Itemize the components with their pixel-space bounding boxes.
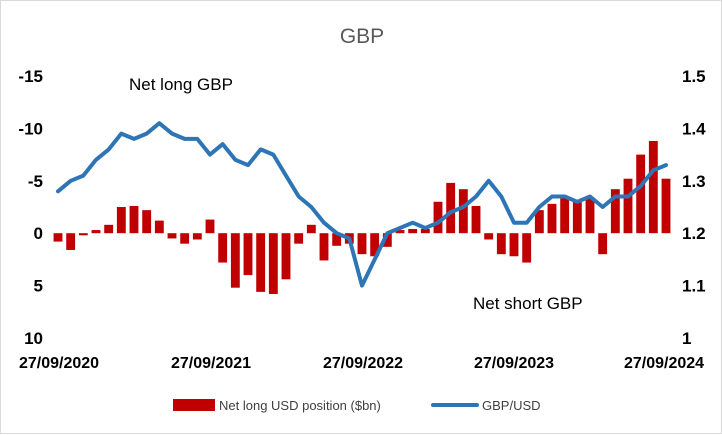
annotation-net-long: Net long GBP <box>129 75 233 94</box>
bar <box>458 189 468 234</box>
left-tick-label: -5 <box>28 172 43 191</box>
bar <box>104 224 114 234</box>
bar <box>408 229 418 234</box>
right-tick-label: 1.1 <box>682 277 706 296</box>
bar <box>395 230 405 234</box>
bar <box>509 233 519 257</box>
bar <box>281 233 291 280</box>
legend: Net long USD position ($bn) GBP/USD <box>173 398 541 413</box>
bar <box>116 207 126 234</box>
chart-title: GBP <box>340 25 384 48</box>
left-tick-label: -10 <box>18 119 43 138</box>
right-tick-label: 1.5 <box>682 67 706 86</box>
bar <box>433 201 443 234</box>
bar <box>572 201 582 234</box>
x-axis: 27/09/2020 27/09/2021 27/09/2022 27/09/2023… <box>19 355 704 372</box>
bar <box>522 233 532 263</box>
legend-swatch-bar <box>173 399 215 411</box>
bar <box>648 140 658 234</box>
x-tick-label: 27/09/2020 <box>19 355 99 372</box>
bar-series <box>53 140 671 294</box>
bar <box>534 210 544 234</box>
bar <box>53 233 63 242</box>
left-axis: -15 -10 -5 0 5 10 <box>18 67 43 348</box>
bar <box>192 233 202 240</box>
bar <box>661 178 671 234</box>
bar <box>382 233 392 247</box>
bar <box>610 189 620 234</box>
bar <box>154 220 164 234</box>
bar <box>180 233 190 244</box>
bar <box>243 233 253 276</box>
left-tick-label: -15 <box>18 67 43 86</box>
bar <box>268 233 278 294</box>
line-series-layer <box>56 121 668 288</box>
bar <box>294 233 304 244</box>
bar <box>332 233 342 246</box>
bar <box>230 233 240 288</box>
left-tick-label: 10 <box>24 329 43 348</box>
bar <box>319 233 329 261</box>
bar <box>306 224 316 234</box>
x-tick-label: 27/09/2022 <box>323 355 403 372</box>
right-axis: 1.5 1.4 1.3 1.2 1.1 1 <box>682 67 706 348</box>
bar <box>142 210 152 234</box>
bar <box>129 205 139 234</box>
left-tick-label: 5 <box>34 277 43 296</box>
bar <box>623 178 633 234</box>
bar <box>370 233 380 257</box>
bar <box>91 230 101 234</box>
annotation-net-short: Net short GBP <box>473 294 583 313</box>
bar <box>218 233 228 263</box>
bar <box>547 203 557 234</box>
x-tick-label: 27/09/2023 <box>474 355 554 372</box>
legend-label-line: GBP/USD <box>482 398 541 413</box>
bar <box>496 233 506 255</box>
bar <box>78 233 88 236</box>
bar <box>471 205 481 234</box>
x-tick-label: 27/09/2024 <box>624 355 704 372</box>
bar <box>636 154 646 234</box>
bar <box>167 233 177 239</box>
right-tick-label: 1.4 <box>682 119 706 138</box>
bar <box>446 182 456 234</box>
right-tick-label: 1.2 <box>682 224 706 243</box>
legend-label-bar: Net long USD position ($bn) <box>219 398 381 413</box>
bar <box>420 229 430 234</box>
bar <box>484 233 494 240</box>
bar <box>205 219 215 234</box>
right-tick-label: 1.3 <box>682 172 706 191</box>
bar <box>585 197 595 234</box>
left-tick-label: 0 <box>34 224 43 243</box>
bar <box>598 233 608 255</box>
bar <box>256 233 266 292</box>
bar <box>66 233 76 250</box>
gbpusd-line <box>56 121 668 288</box>
x-tick-label: 27/09/2021 <box>171 355 251 372</box>
bar <box>357 233 367 255</box>
right-tick-label: 1 <box>682 329 691 348</box>
bar <box>560 197 570 234</box>
